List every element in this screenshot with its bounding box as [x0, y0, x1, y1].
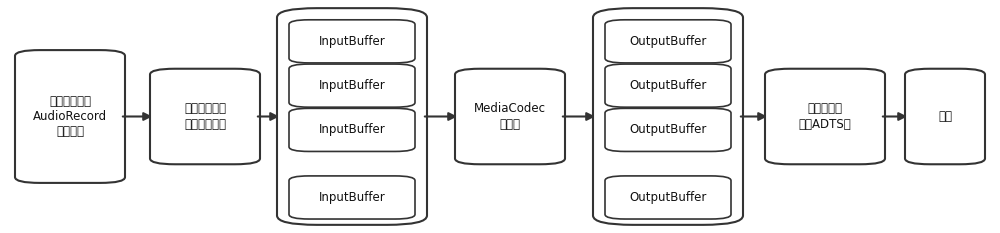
FancyBboxPatch shape — [289, 108, 415, 151]
Text: OutputBuffer: OutputBuffer — [629, 191, 707, 204]
Text: 推送: 推送 — [938, 110, 952, 123]
FancyBboxPatch shape — [765, 69, 885, 164]
FancyBboxPatch shape — [289, 20, 415, 63]
FancyBboxPatch shape — [605, 108, 731, 151]
FancyBboxPatch shape — [605, 64, 731, 107]
Text: 合成音频，
添加ADTS头: 合成音频， 添加ADTS头 — [799, 103, 851, 130]
Text: InputBuffer: InputBuffer — [319, 123, 385, 136]
FancyBboxPatch shape — [289, 64, 415, 107]
Text: 不断读取采集
到的声音数据: 不断读取采集 到的声音数据 — [184, 103, 226, 130]
Text: OutputBuffer: OutputBuffer — [629, 35, 707, 48]
Text: InputBuffer: InputBuffer — [319, 191, 385, 204]
FancyBboxPatch shape — [277, 8, 427, 225]
FancyBboxPatch shape — [905, 69, 985, 164]
Text: InputBuffer: InputBuffer — [319, 79, 385, 92]
Text: OutputBuffer: OutputBuffer — [629, 123, 707, 136]
FancyBboxPatch shape — [150, 69, 260, 164]
Text: MediaCodec
编解码: MediaCodec 编解码 — [474, 103, 546, 130]
Text: OutputBuffer: OutputBuffer — [629, 79, 707, 92]
FancyBboxPatch shape — [15, 50, 125, 183]
FancyBboxPatch shape — [593, 8, 743, 225]
Text: InputBuffer: InputBuffer — [319, 35, 385, 48]
FancyBboxPatch shape — [455, 69, 565, 164]
FancyBboxPatch shape — [605, 176, 731, 219]
FancyBboxPatch shape — [605, 20, 731, 63]
Text: 初始化并启动
AudioRecord
与编码器: 初始化并启动 AudioRecord 与编码器 — [33, 95, 107, 138]
FancyBboxPatch shape — [289, 176, 415, 219]
